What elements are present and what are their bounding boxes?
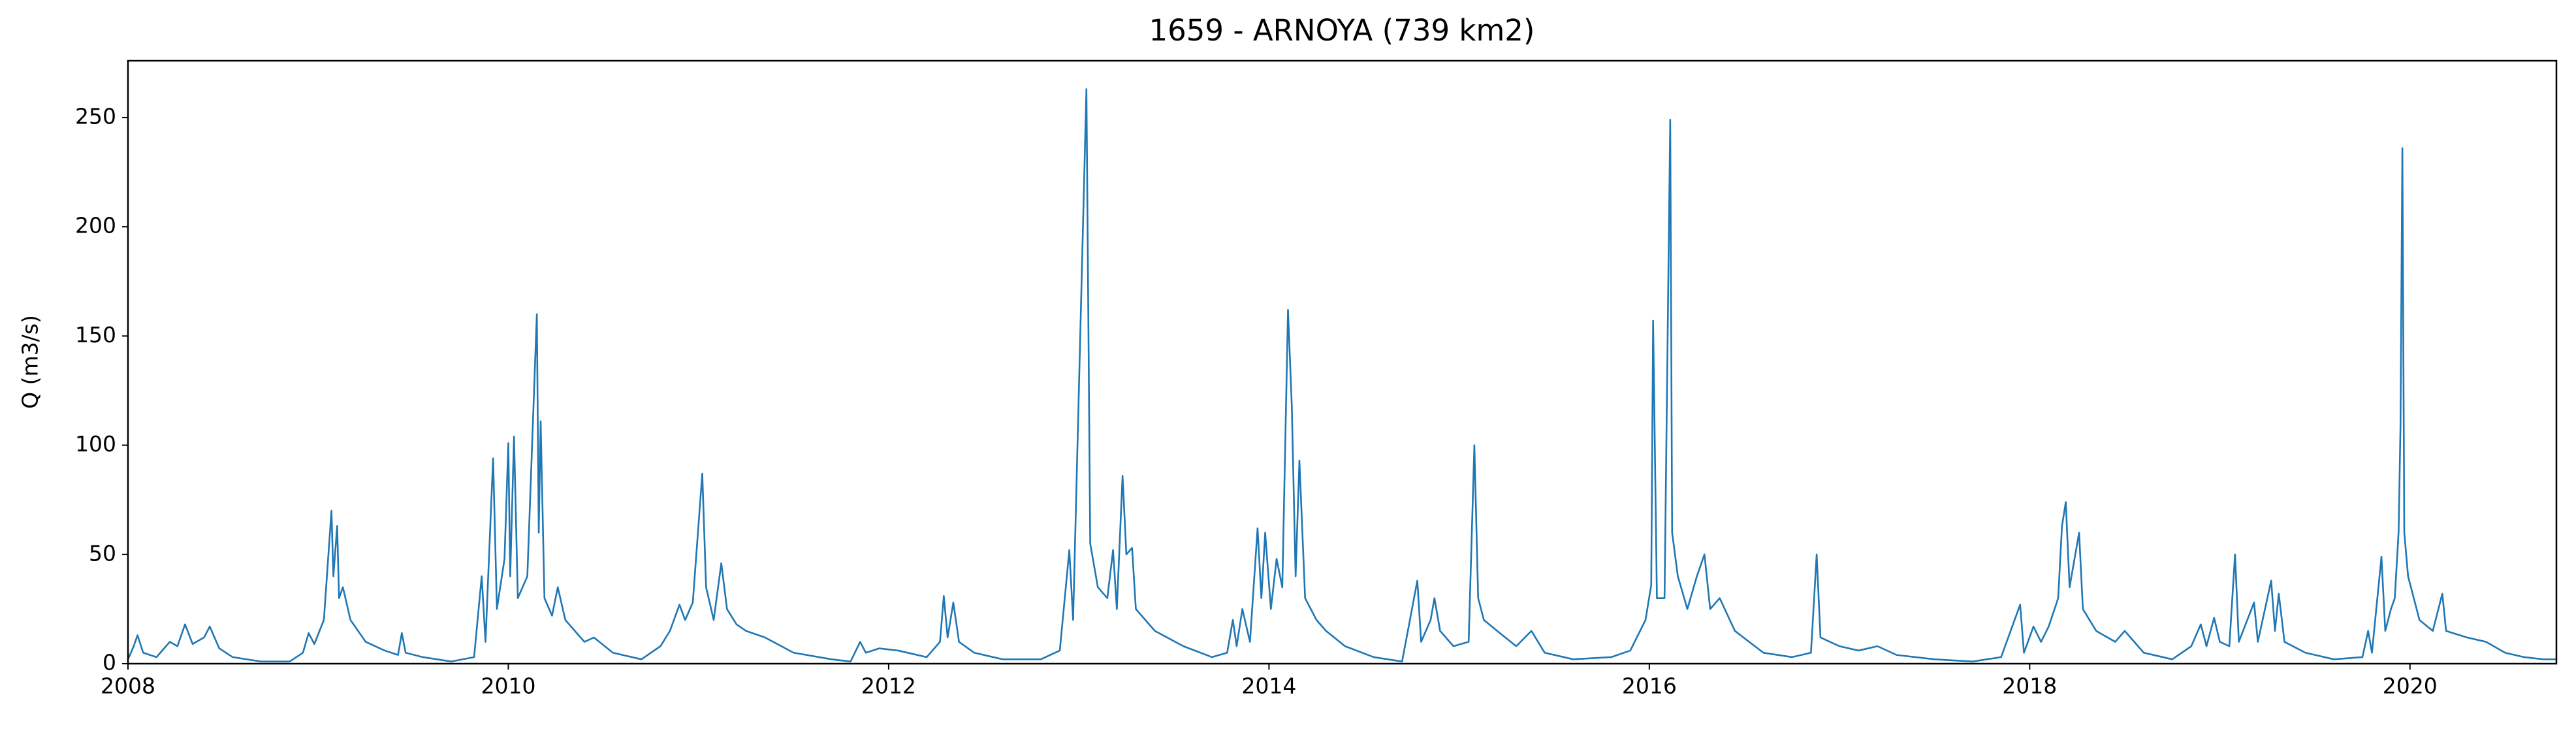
x-tick-label: 2008 <box>101 673 155 699</box>
y-tick-label: 250 <box>75 103 116 129</box>
x-tick-label: 2014 <box>1241 673 1296 699</box>
x-tick-label: 2012 <box>861 673 916 699</box>
x-tick-label: 2010 <box>481 673 535 699</box>
x-tick-label: 2018 <box>2002 673 2057 699</box>
chart-title: 1659 - ARNOYA (739 km2) <box>1149 13 1535 48</box>
data-line <box>128 88 2556 662</box>
x-tick-label: 2020 <box>2383 673 2438 699</box>
y-tick-label: 0 <box>103 650 116 675</box>
y-tick-label: 150 <box>75 322 116 348</box>
y-axis-label: Q (m3/s) <box>18 315 43 409</box>
y-tick-label: 50 <box>89 540 116 566</box>
x-tick-label: 2016 <box>1622 673 1677 699</box>
plot-frame <box>127 59 2558 665</box>
y-tick-label: 200 <box>75 213 116 238</box>
y-tick-label: 100 <box>75 431 116 457</box>
